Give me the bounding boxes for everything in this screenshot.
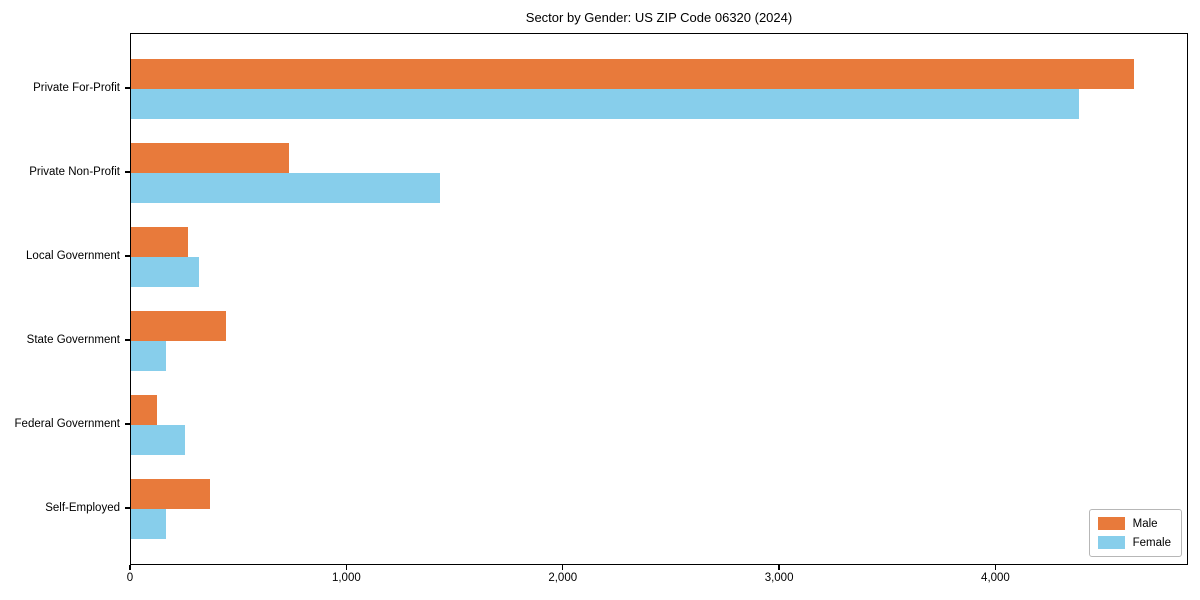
x-tick-mark-4 [994,565,997,570]
y-tick-mark-1 [125,171,130,173]
bar-male-3 [131,311,227,341]
x-tick-mark-1 [345,565,348,570]
x-tick-label-3: 3,000 [764,572,794,584]
y-tick-label-2: Local Government [26,250,120,262]
legend-swatch-male-icon [1097,517,1125,530]
y-tick-label-0: Private For-Profit [33,82,120,94]
x-tick-label-0: 0 [126,572,134,584]
legend-label-male: Male [1132,517,1158,530]
y-tick-mark-3 [125,339,130,341]
y-tick-mark-4 [125,423,130,425]
x-tick-label-4: 4,000 [981,572,1010,584]
x-tick-label-1: 1,000 [331,572,361,584]
bar-male-5 [131,479,210,509]
legend-label-female: Female [1132,536,1171,549]
chart-title: Sector by Gender: US ZIP Code 06320 (202… [525,10,793,25]
bar-male-1 [131,143,289,173]
plot-area: Male Female [130,33,1188,565]
x-tick-label-2: 2,000 [548,572,578,584]
bar-male-4 [131,395,157,425]
bar-female-0 [131,89,1080,119]
y-tick-mark-0 [125,87,130,89]
bar-female-5 [131,509,166,539]
y-tick-label-1: Private Non-Profit [29,166,120,178]
bar-female-2 [131,257,200,287]
bar-male-0 [131,59,1135,89]
legend-item-female: Female [1097,536,1171,549]
bar-female-1 [131,173,440,203]
bar-female-4 [131,425,185,455]
y-tick-label-4: Federal Government [14,418,120,430]
bar-male-2 [131,227,189,257]
y-tick-mark-2 [125,255,130,257]
legend: Male Female [1088,509,1182,557]
x-tick-mark-0 [129,565,131,570]
legend-item-male: Male [1097,517,1171,530]
legend-swatch-female-icon [1097,536,1125,549]
x-tick-mark-2 [561,565,564,570]
bar-female-3 [131,341,166,371]
y-tick-label-3: State Government [26,334,120,346]
y-tick-mark-5 [125,507,130,509]
x-tick-mark-3 [778,565,780,570]
y-tick-label-5: Self-Employed [45,502,120,514]
